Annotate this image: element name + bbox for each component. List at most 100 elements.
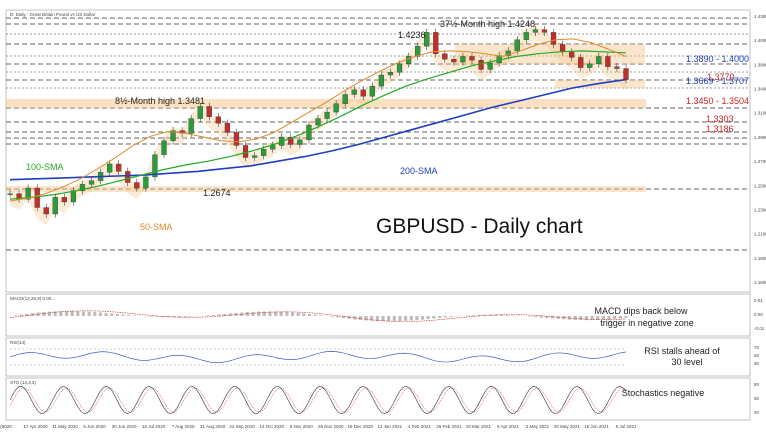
- candle-body: [451, 59, 457, 63]
- price-tick-label: 1.2500: [754, 183, 766, 188]
- macd-histogram: [9, 310, 628, 322]
- macd-bar: [607, 316, 611, 320]
- level-label: 1.3186: [706, 124, 734, 134]
- candle-body: [505, 50, 511, 56]
- macd-bar: [584, 316, 589, 321]
- annotation-low-2674: 1.2674: [203, 188, 231, 198]
- macd-bar: [358, 316, 362, 321]
- candle-body: [43, 207, 49, 215]
- macd-bar: [127, 314, 131, 316]
- macd-bar: [409, 316, 413, 321]
- macd-bar: [177, 316, 182, 318]
- macd-bar: [415, 316, 419, 321]
- macd-bar: [296, 312, 300, 316]
- macd-bar: [336, 316, 340, 318]
- macd-bar: [98, 312, 103, 316]
- macd-bar: [285, 311, 289, 316]
- date-tick-label: 17 Apr 2020: [23, 424, 48, 429]
- candle-body: [333, 103, 339, 113]
- candle-body: [297, 139, 303, 145]
- macd-bar: [505, 315, 509, 316]
- macd-bar: [14, 315, 18, 316]
- level-label: 1.3770: [707, 72, 735, 82]
- macd-bar: [251, 311, 255, 316]
- macd-bar: [115, 313, 119, 316]
- rsi-tick-label: 50: [754, 353, 760, 358]
- rsi-note-1: RSI stalls ahead of: [644, 346, 720, 356]
- macd-bar: [155, 316, 159, 317]
- candle-body: [143, 176, 149, 189]
- rsi-tick-label: 30: [754, 361, 760, 366]
- annotation-month-high-4248: 37½-Month high 1.4248: [440, 19, 535, 29]
- macd-bar: [307, 313, 312, 316]
- macd-bar: [443, 316, 447, 318]
- candle-body: [396, 63, 403, 73]
- candle-body: [569, 51, 575, 58]
- date-tick-label: 7 Aug 2020: [172, 424, 195, 429]
- candle-body: [251, 155, 258, 158]
- sma-lines: [9, 38, 627, 202]
- macd-bar: [183, 316, 187, 317]
- macd-bar: [25, 313, 29, 316]
- macd-bar: [398, 316, 402, 322]
- price-tick-label: 1.1600: [754, 280, 766, 285]
- macd-bar: [449, 316, 453, 317]
- macd-bar: [601, 316, 605, 320]
- macd-bar: [494, 314, 498, 316]
- candle-body: [261, 148, 267, 156]
- candle-body: [605, 56, 611, 67]
- panel-axes: 0.01 0.00 -0.01 70 50 30 80 50 20: [754, 298, 765, 415]
- date-tick-label: 5 Nov 2020: [290, 424, 314, 429]
- candle-body: [469, 56, 475, 61]
- candle-body: [596, 56, 602, 65]
- date-tick-label: 19 Mar 2021: [466, 424, 492, 429]
- macd-bar: [87, 311, 91, 316]
- date-tick-label: 5 Jun 2020: [83, 424, 106, 429]
- sma-50-line: [9, 38, 627, 202]
- macd-bar: [471, 315, 476, 316]
- candle-body: [197, 106, 203, 119]
- macd-bar: [245, 312, 249, 316]
- macd-signal-line: [9, 310, 627, 322]
- candle-body: [433, 32, 439, 54]
- candle-body: [460, 56, 466, 63]
- candle-body: [88, 180, 95, 185]
- date-tick-label: 9 Apr 2021: [497, 424, 519, 429]
- macd-bar: [500, 314, 504, 316]
- candle-body: [34, 187, 40, 208]
- macd-bar: [19, 314, 23, 316]
- candle-body: [161, 140, 167, 155]
- candle-body: [623, 68, 629, 80]
- level-label: 1.3669 - 1.3707: [686, 76, 749, 86]
- date-tick-label: 3 May 2021: [526, 424, 550, 429]
- macd-bar: [93, 311, 97, 316]
- date-tick-label: 16 Jul 2020: [142, 424, 166, 429]
- rsi-note-2: 30 level: [671, 357, 702, 367]
- rsi-path: [9, 351, 627, 363]
- candle-body: [614, 66, 620, 69]
- candle-body: [387, 72, 394, 76]
- macd-bar: [217, 314, 221, 316]
- macd-bar: [550, 316, 555, 319]
- candle-body: [369, 85, 375, 97]
- macd-bar: [53, 311, 57, 316]
- macd-bar: [556, 316, 560, 319]
- macd-header: MACD(12,26,9) 0.00...: [10, 296, 55, 301]
- price-tick-label: 1.2300: [754, 207, 766, 212]
- chart-title: GBPUSD - Daily chart: [376, 215, 583, 238]
- level-label: 1.3890 - 1.4000: [686, 54, 749, 64]
- macd-bar: [488, 314, 492, 316]
- macd-bar: [70, 311, 74, 316]
- price-tick-label: 1.3100: [754, 111, 766, 116]
- macd-bar: [437, 316, 442, 318]
- candle-body: [514, 39, 520, 52]
- macd-note-2: trigger in negative zone: [600, 318, 694, 328]
- macd-bar: [76, 311, 80, 316]
- rsi-panel: [5, 337, 751, 377]
- macd-bar: [426, 316, 430, 320]
- candle-body: [70, 190, 77, 203]
- stoch-tick-label: 50: [754, 396, 760, 401]
